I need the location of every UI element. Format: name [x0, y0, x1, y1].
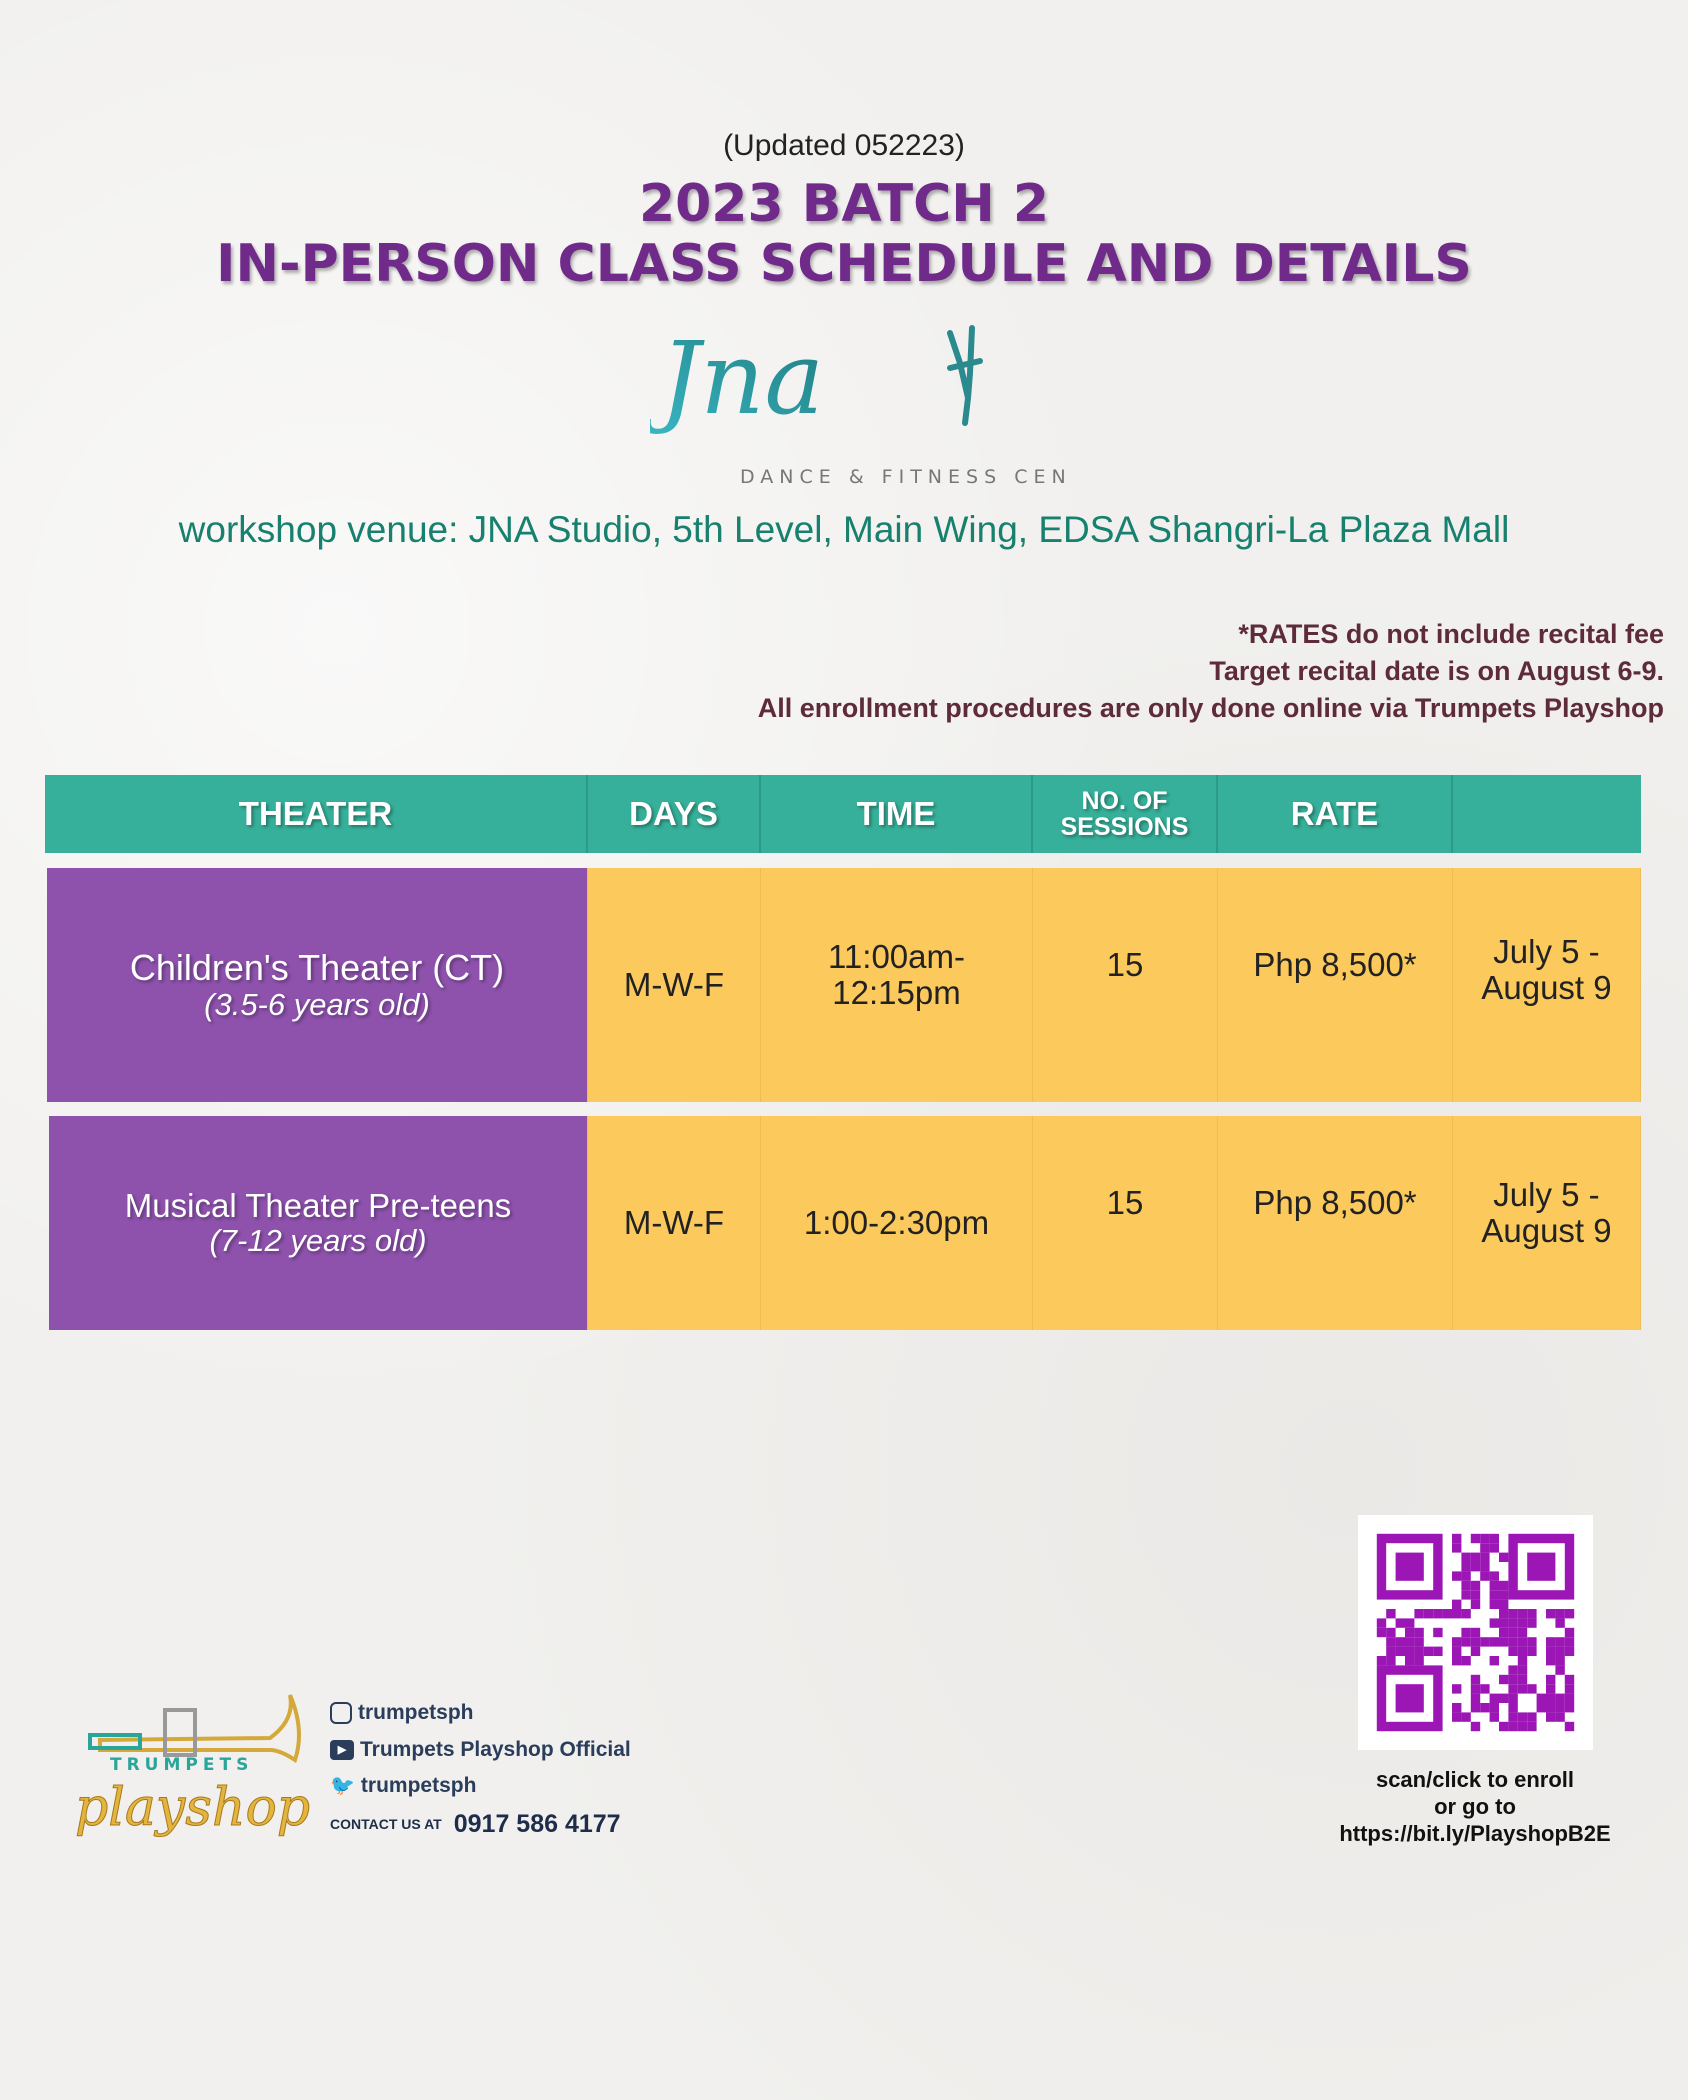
dates-cell: July 5 - August 9: [1453, 868, 1641, 1102]
venue-text: workshop venue: JNA Studio, 5th Level, M…: [178, 509, 1510, 550]
days-cell: M-W-F: [588, 1116, 761, 1330]
jna-logo: Jna DANCE & FITNESS CENTER: [643, 318, 1121, 493]
contact-line: CONTACT US AT 0917 586 4177: [330, 1809, 621, 1839]
enroll-link[interactable]: https://bit.ly/PlayshopB2E: [1339, 1821, 1611, 1846]
header-time: TIME: [761, 775, 1033, 853]
age-range: (7-12 years old): [209, 1223, 427, 1259]
contact-label: CONTACT US AT: [330, 1816, 442, 1832]
theater-cell: Children's Theater (CT) (3.5-6 years old): [47, 868, 588, 1102]
svg-text:Jna: Jna: [650, 320, 824, 437]
instagram-link[interactable]: trumpetsph: [330, 1698, 474, 1728]
qr-caption-2: or go to: [1434, 1794, 1516, 1819]
svg-text:TRUMPETS: TRUMPETS: [110, 1755, 253, 1775]
days-cell: M-W-F: [588, 868, 761, 1102]
note-recital: Target recital date is on August 6-9.: [1209, 656, 1664, 686]
age-range: (3.5-6 years old): [204, 986, 430, 1022]
twitter-handle: trumpetsph: [360, 1774, 477, 1797]
header-dates: [1453, 775, 1641, 853]
class-name: Musical Theater Pre-teens: [124, 1186, 512, 1224]
page-title-line1: 2023 BATCH 2: [638, 174, 1050, 234]
instagram-handle: trumpetsph: [358, 1701, 474, 1724]
page-title-line2: IN-PERSON CLASS SCHEDULE AND DETAILS: [216, 234, 1472, 294]
phone-number[interactable]: 0917 586 4177: [453, 1810, 621, 1838]
svg-text:playshop: playshop: [75, 1778, 310, 1838]
instagram-icon: [330, 1702, 352, 1724]
youtube-icon: ▶: [330, 1740, 354, 1760]
rate-cell: Php 8,500*: [1218, 868, 1453, 1102]
enroll-qr-code[interactable]: [1358, 1515, 1593, 1750]
sessions-cell: 15: [1033, 1116, 1218, 1330]
note-enrollment: All enrollment procedures are only done …: [757, 693, 1664, 723]
updated-label: (Updated 052223): [723, 129, 965, 162]
dates-cell: July 5 - August 9: [1453, 1116, 1641, 1330]
trumpets-playshop-logo: TRUMPETS playshop: [70, 1690, 315, 1840]
svg-text:DANCE & FITNESS CENTER: DANCE & FITNESS CENTER: [740, 466, 1070, 488]
sessions-cell: 15: [1033, 868, 1218, 1102]
class-name: Children's Theater (CT): [129, 947, 505, 989]
twitter-icon: 🐦: [330, 1775, 355, 1797]
header-theater: THEATER: [45, 775, 588, 853]
youtube-link[interactable]: ▶ Trumpets Playshop Official: [330, 1735, 631, 1765]
theater-cell: Musical Theater Pre-teens (7-12 years old…: [49, 1116, 588, 1330]
time-cell: 11:00am- 12:15pm: [761, 868, 1033, 1102]
youtube-channel: Trumpets Playshop Official: [360, 1738, 631, 1761]
header-sessions: NO. OF SESSIONS: [1033, 775, 1218, 853]
header-days: DAYS: [588, 775, 761, 853]
note-rates: *RATES do not include recital fee: [1238, 619, 1664, 649]
header-rate: RATE: [1218, 775, 1453, 853]
rate-cell: Php 8,500*: [1218, 1116, 1453, 1330]
time-cell: 1:00-2:30pm: [761, 1116, 1033, 1330]
qr-caption-1: scan/click to enroll: [1375, 1767, 1575, 1792]
twitter-link[interactable]: 🐦 trumpetsph: [330, 1771, 476, 1801]
